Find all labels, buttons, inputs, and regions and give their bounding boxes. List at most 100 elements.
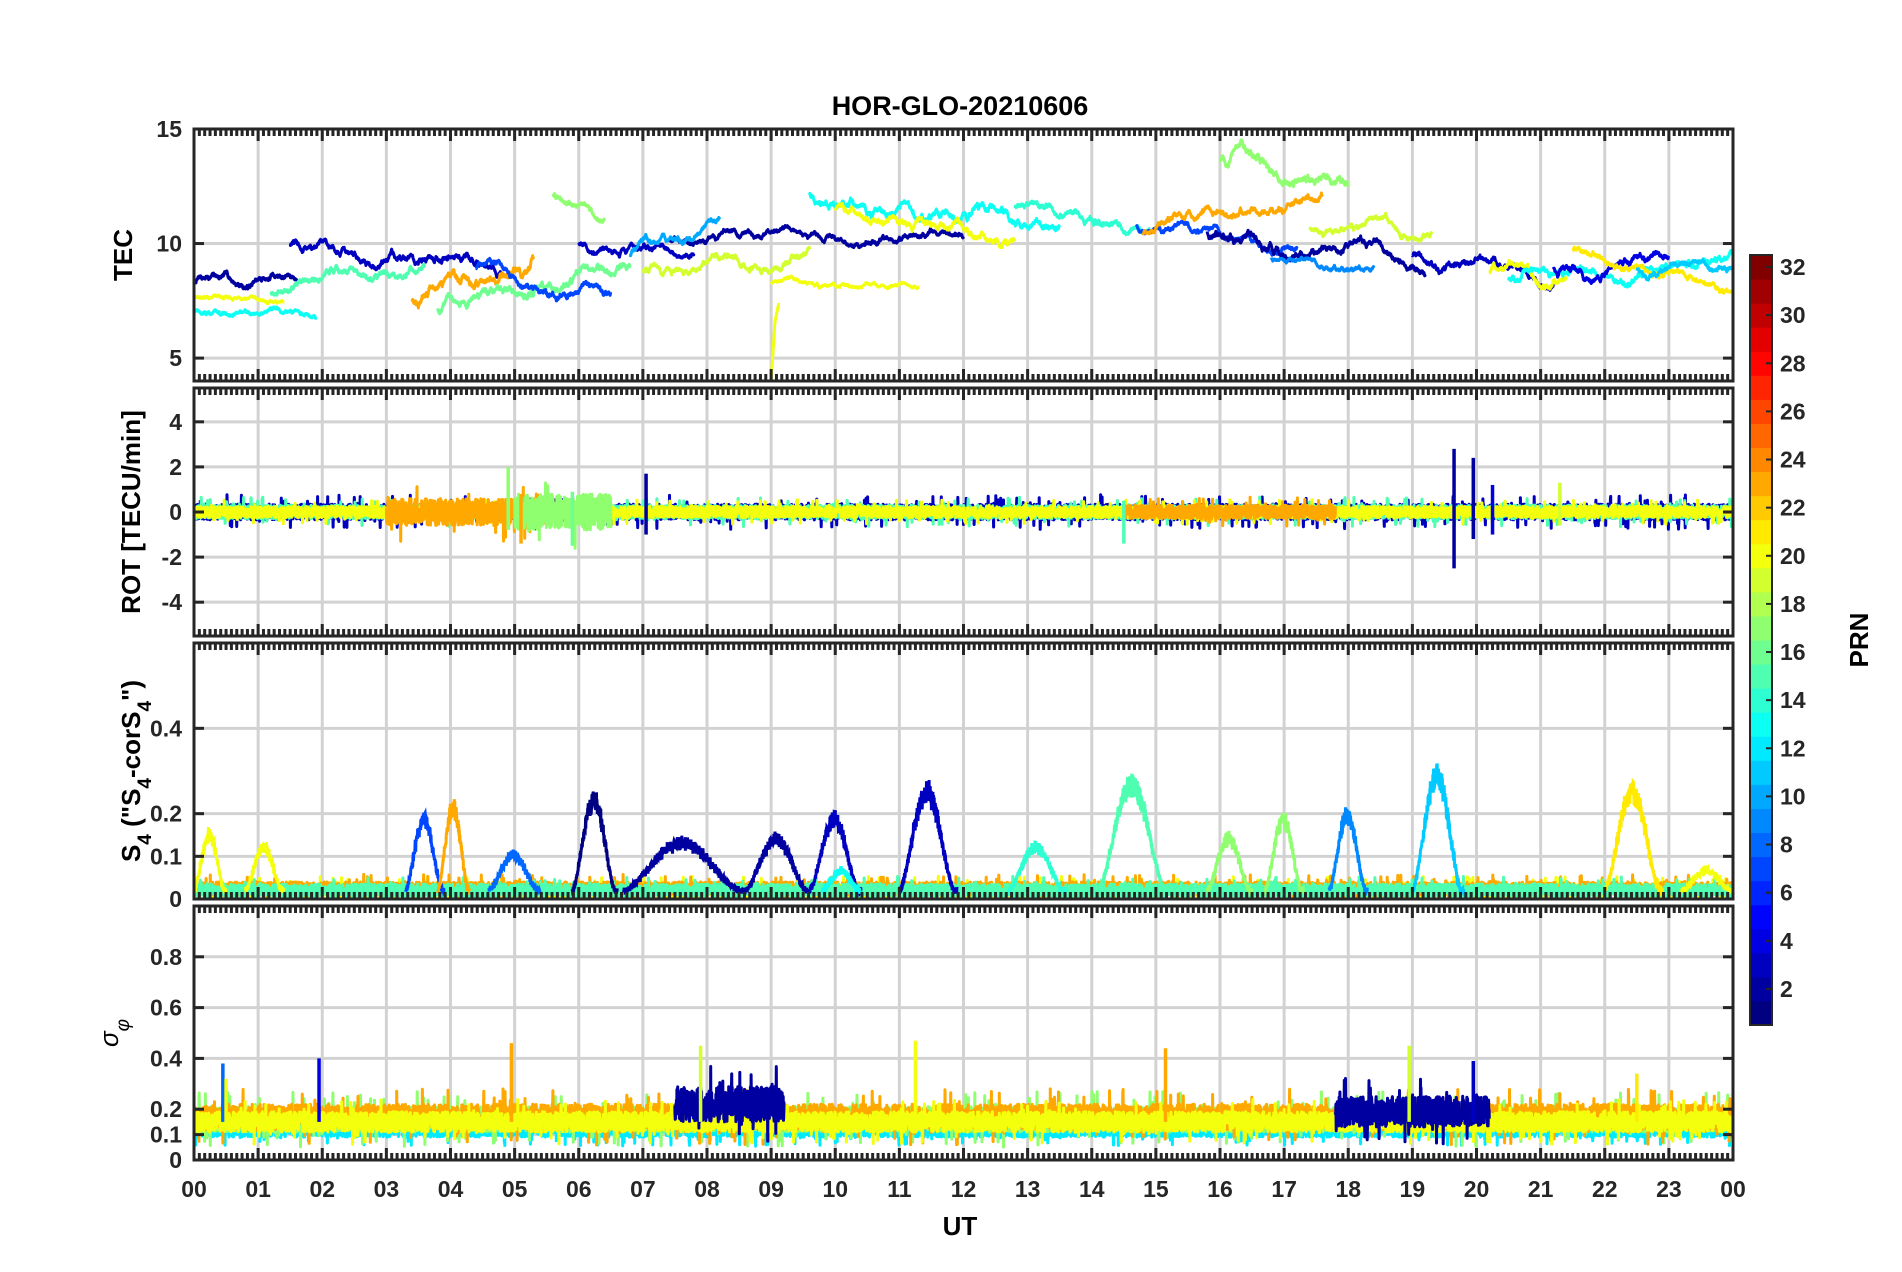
series-prn-14 — [1013, 199, 1151, 237]
series-prn-17 — [513, 481, 613, 550]
series-prn-2 — [673, 1065, 786, 1143]
x-axis-label: UT — [943, 1211, 978, 1241]
colorbar-tick-label: 4 — [1780, 928, 1793, 954]
x-tick-label: 00 — [181, 1176, 207, 1202]
y-axis-label-sigma_phi: σφ — [94, 1019, 134, 1047]
colorbar-cell — [1750, 688, 1772, 713]
series-prn-20 — [194, 1098, 1733, 1146]
series-prn-10 — [628, 215, 722, 258]
series-prn-20 — [833, 202, 1017, 249]
x-tick-label: 21 — [1528, 1176, 1554, 1202]
y-tick-label: 5 — [169, 345, 182, 371]
colorbar-cell — [1750, 327, 1772, 352]
bump-prn-1 — [570, 791, 619, 897]
x-tick-label: 10 — [822, 1176, 848, 1202]
series-prn-3 — [288, 237, 504, 279]
colorbar-label: PRN — [1844, 613, 1874, 668]
x-tick-label: 03 — [374, 1176, 400, 1202]
series-prn-3 — [1411, 250, 1555, 292]
bump-prn-17 — [1263, 811, 1305, 898]
colorbar-cell — [1750, 760, 1772, 785]
series-prn-23 — [1122, 495, 1337, 528]
y-tick-label: 2 — [169, 454, 182, 480]
bump-prn-20 — [1680, 863, 1733, 895]
bump-prn-20 — [244, 840, 286, 895]
series-prn-20 — [769, 274, 920, 291]
bump-prn-3 — [897, 779, 959, 896]
colorbar-tick-label: 20 — [1780, 543, 1806, 569]
series-prn-4 — [1552, 249, 1671, 285]
colorbar-cell — [1750, 255, 1772, 280]
colorbar-cell — [1750, 447, 1772, 473]
series-prn-15 — [269, 262, 427, 297]
y-tick-label: -2 — [162, 544, 182, 570]
x-tick-label: 00 — [1720, 1176, 1746, 1202]
colorbar-cell — [1750, 880, 1772, 906]
series-prn-7 — [1135, 219, 1299, 257]
x-tick-label: 02 — [309, 1176, 335, 1202]
y-tick-label: -4 — [162, 589, 183, 615]
panel-rot: -4 -2 0 2 4 ROT [TECU/min] — [116, 386, 1735, 638]
series-prn-19 — [641, 245, 812, 278]
x-tick-label: 18 — [1335, 1176, 1361, 1202]
y-tick-label: 0 — [169, 1147, 182, 1173]
y-tick-label: 0.4 — [150, 715, 182, 741]
panel-sigma_phi: 00.10.2 0.4 0.6 0.8 σφ — [94, 904, 1735, 1173]
axes-s4: 0 0.1 0.2 0.4S4 ("S4-corS4") — [116, 641, 1735, 912]
series-group-sigma_phi — [194, 1040, 1733, 1149]
colorbar-cell — [1750, 351, 1772, 376]
y-tick-label: 0.4 — [150, 1045, 182, 1071]
colorbar-cell — [1750, 519, 1772, 545]
panel-tec: 5 10 15 TEC — [108, 116, 1735, 383]
x-tick-label: 20 — [1464, 1176, 1490, 1202]
y-axis-label-s4: S4 ("S4-corS4") — [116, 680, 156, 862]
series-prn-19 — [1308, 211, 1434, 243]
x-tick-label: 11 — [887, 1176, 912, 1202]
colorbar-tick-label: 8 — [1780, 832, 1793, 858]
x-tick-label: 06 — [566, 1176, 592, 1202]
colorbar-cell — [1750, 471, 1772, 497]
colorbar-tick-label: 30 — [1780, 302, 1806, 328]
colorbar-cell — [1750, 279, 1772, 304]
y-tick-label: 4 — [169, 409, 182, 435]
colorbar-tick-label: 26 — [1780, 398, 1806, 424]
series-prn-23 — [410, 254, 536, 310]
colorbar-cell — [1750, 832, 1772, 858]
colorbar-cell — [1750, 976, 1772, 1002]
axes-tec: 5 10 15 TEC — [108, 116, 1735, 383]
y-axis-label-rot: ROT [TECU/min] — [116, 410, 146, 614]
series-prn-20-drop — [769, 302, 781, 381]
series-prn-20 — [194, 293, 285, 306]
bump-prn-8 — [487, 849, 542, 897]
colorbar-tick-label: 18 — [1780, 591, 1806, 617]
series-prn-9 — [1269, 255, 1376, 273]
grid-s4 — [194, 643, 1733, 901]
colorbar-tick-label: 22 — [1780, 495, 1806, 521]
colorbar-tick-label: 12 — [1780, 735, 1806, 761]
colorbar-cell — [1750, 303, 1772, 328]
colorbar-tick-label: 28 — [1780, 350, 1806, 376]
x-tick-label: 17 — [1271, 1176, 1297, 1202]
y-tick-label: 0.1 — [150, 843, 182, 869]
x-tick-label: 04 — [438, 1176, 464, 1202]
series-prn-17 — [1218, 138, 1350, 189]
colorbar-cell — [1750, 808, 1772, 833]
grid-tec — [194, 127, 1733, 381]
x-tick-label: 14 — [1079, 1176, 1105, 1202]
colorbar-cell — [1750, 712, 1772, 737]
y-tick-label: 0.1 — [150, 1122, 182, 1148]
colorbar-tick-label: 10 — [1780, 783, 1806, 809]
colorbar-cell — [1750, 640, 1772, 665]
x-tick-label: 13 — [1015, 1176, 1041, 1202]
y-tick-label: 0.2 — [150, 1096, 182, 1122]
series-prn-13 — [1507, 249, 1733, 289]
chart-title: HOR-GLO-20210606 — [832, 91, 1089, 121]
series-prn-7 — [474, 256, 613, 303]
bump-prn-15 — [1096, 773, 1171, 899]
y-tick-label: 0 — [169, 886, 182, 912]
colorbar-tick-label: 32 — [1780, 254, 1806, 280]
bump-prn-20 — [194, 827, 228, 894]
colorbar-cell — [1750, 591, 1772, 617]
colorbar-cell — [1750, 567, 1772, 593]
